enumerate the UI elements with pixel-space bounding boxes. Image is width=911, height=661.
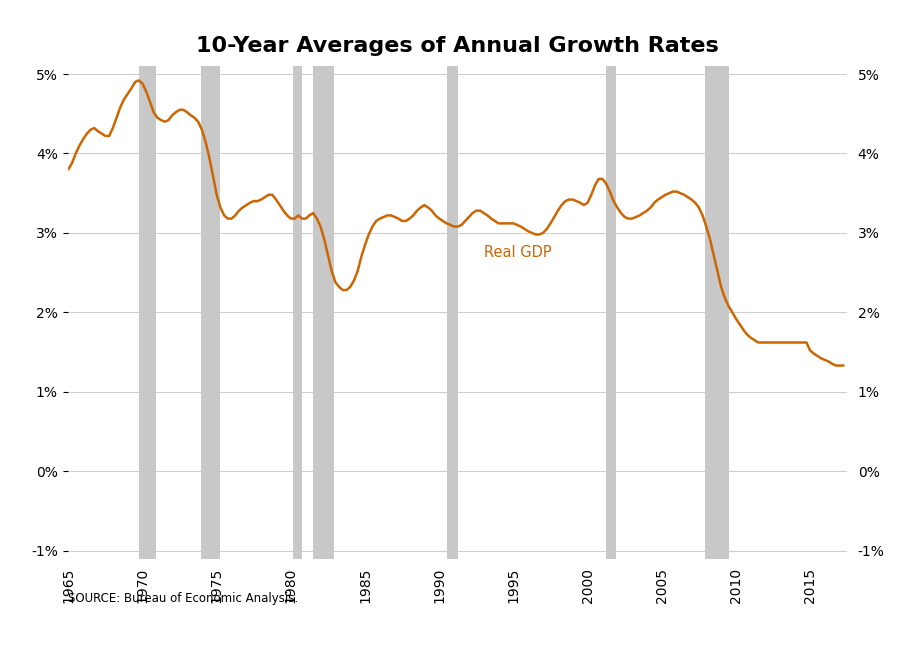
Bar [705, 66, 729, 559]
Text: T.: T. [270, 631, 285, 644]
Title: 10-Year Averages of Annual Growth Rates: 10-Year Averages of Annual Growth Rates [197, 36, 719, 56]
Bar [313, 66, 334, 559]
Bar [138, 66, 156, 559]
Text: EDERAL: EDERAL [27, 631, 90, 644]
Text: L: L [294, 629, 305, 646]
Text: B: B [173, 629, 185, 646]
Text: of: of [230, 630, 244, 644]
Text: Real GDP: Real GDP [484, 245, 551, 260]
Text: ANK: ANK [184, 631, 220, 644]
Text: R: R [91, 629, 104, 646]
Text: S: S [253, 629, 270, 646]
Text: OUIS: OUIS [305, 631, 342, 644]
Bar [200, 66, 220, 559]
Text: SOURCE: Bureau of Economic Analysis.: SOURCE: Bureau of Economic Analysis. [68, 592, 299, 605]
Bar [606, 66, 616, 559]
Text: ESERVE: ESERVE [102, 631, 163, 644]
Bar [446, 66, 458, 559]
Text: F: F [16, 629, 28, 646]
Bar [293, 66, 302, 559]
